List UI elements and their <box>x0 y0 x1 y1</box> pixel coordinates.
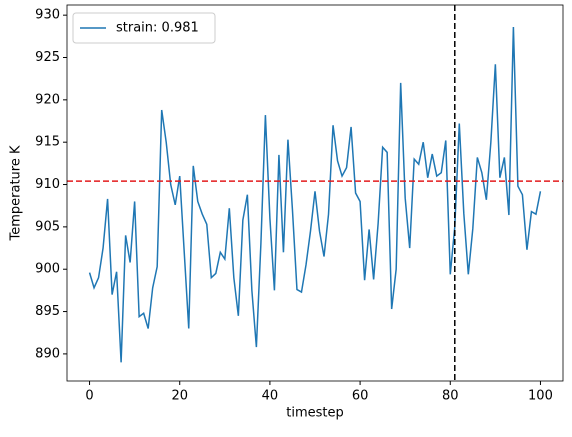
y-tick-label: 895 <box>35 304 60 319</box>
legend-box <box>72 12 216 44</box>
y-tick-label: 910 <box>35 177 60 192</box>
y-tick-label: 920 <box>35 92 60 107</box>
plot-frame <box>66 4 564 382</box>
y-tick-label: 925 <box>35 50 60 65</box>
x-tick-label: 20 <box>171 389 188 404</box>
y-axis-label: Temperature K <box>9 145 24 241</box>
x-tick-label: 80 <box>442 389 459 404</box>
x-tick-label: 0 <box>85 389 93 404</box>
y-tick-label: 890 <box>35 346 60 361</box>
x-tick-label: 40 <box>262 389 279 404</box>
y-tick-label: 915 <box>35 135 60 150</box>
y-tick-label: 905 <box>35 219 60 234</box>
line <box>88 26 542 363</box>
y-tick-label: 900 <box>35 262 60 277</box>
y-tick-label: 930 <box>35 8 60 23</box>
x-tick-label: 100 <box>528 389 553 404</box>
x-tick-label: 60 <box>352 389 369 404</box>
x-axis-label: timestep <box>286 406 344 421</box>
legend-label: strain: 0.981 <box>116 21 199 36</box>
